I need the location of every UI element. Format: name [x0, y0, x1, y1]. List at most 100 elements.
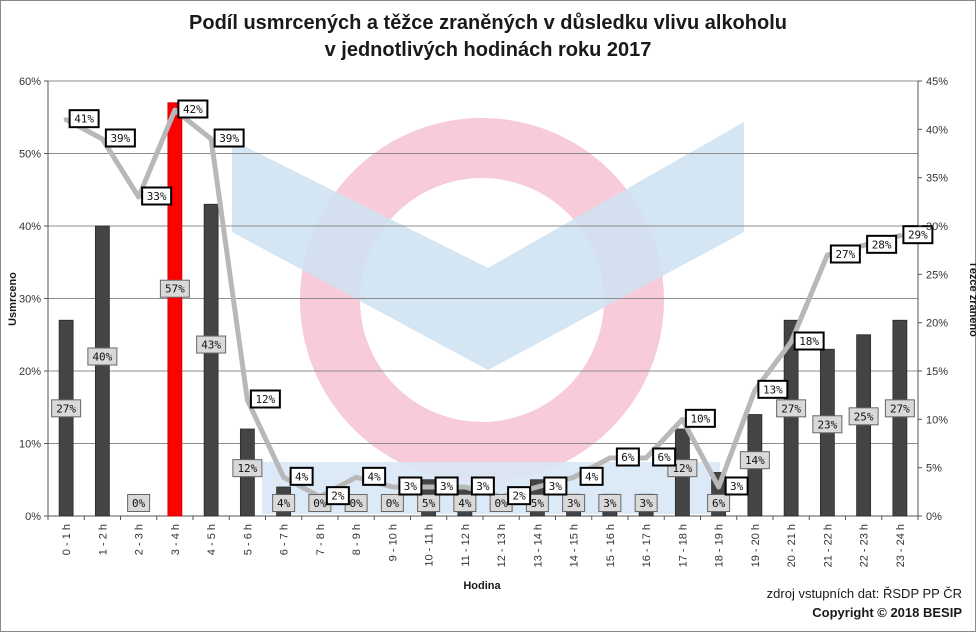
x-tick-label: 10 - 11 h	[424, 524, 436, 567]
bar-label-text: 12%	[237, 462, 257, 475]
line-label-box	[543, 476, 568, 496]
bar-label: 0%	[127, 494, 151, 512]
bar	[856, 334, 872, 517]
line-label-box	[724, 476, 749, 496]
right-axis-ticks: 0% 5% 10% 15% 20% 25% 30% 35% 40% 45%	[918, 76, 948, 523]
line-label-box	[793, 331, 825, 351]
line-label: 27%	[829, 244, 861, 264]
line-point	[681, 418, 683, 420]
line-label-box	[213, 128, 245, 148]
bar	[892, 319, 908, 517]
left-tick-label: 50%	[19, 149, 41, 161]
chart-title-line-1: Podíl usmrcených a těžce zraněných v důs…	[189, 12, 787, 34]
bar-label-box	[812, 415, 843, 434]
line-label-text: 2%	[513, 490, 527, 503]
x-tick-label: 18 - 19 h	[714, 524, 726, 567]
left-tick-label: 40%	[19, 221, 41, 233]
line-label-text: 29%	[908, 229, 928, 242]
bar-label-box	[453, 494, 477, 512]
copyright-note: Copyright © 2018 BESIP	[812, 605, 962, 620]
x-tick-label: 15 - 16 h	[605, 524, 617, 567]
x-tick-label: 12 - 13 h	[496, 524, 508, 567]
line-point	[826, 254, 828, 256]
line-label: 6%	[615, 447, 640, 467]
x-tick-label: 3 - 4 h	[170, 524, 182, 555]
right-tick-label: 25%	[926, 269, 948, 281]
line-point	[210, 138, 212, 140]
line-point	[428, 486, 430, 488]
line-label-box	[902, 225, 934, 245]
bar-label-text: 25%	[854, 410, 874, 423]
bar-label-text: 27%	[56, 402, 76, 415]
bar-label-box	[417, 494, 441, 512]
line-label: 2%	[507, 486, 532, 506]
line-label: 39%	[104, 128, 136, 148]
line-label-text: 33%	[147, 190, 167, 203]
x-tick-label: 23 - 24 h	[895, 524, 907, 567]
bar-label-text: 0%	[495, 497, 509, 510]
line-label: 33%	[141, 186, 173, 206]
line-label: 6%	[652, 447, 677, 467]
left-tick-label: 0%	[25, 511, 41, 523]
bar-label-box	[232, 459, 263, 478]
line-label-text: 27%	[835, 248, 855, 261]
bar-label-box	[562, 494, 586, 512]
line-label-text: 2%	[331, 490, 345, 503]
line-point	[174, 109, 176, 111]
line-label-text: 28%	[872, 238, 892, 251]
line-point	[899, 235, 901, 237]
bar-label-text: 5%	[422, 497, 436, 510]
line-point	[138, 196, 140, 198]
bar-label-text: 3%	[603, 497, 617, 510]
line-point	[645, 457, 647, 459]
bar-label-text: 23%	[817, 418, 837, 431]
bar-label: 57%	[159, 279, 190, 298]
x-tick-label: 21 - 22 h	[822, 524, 834, 567]
line-point	[464, 486, 466, 488]
line-label-box	[104, 128, 136, 148]
line-label: 41%	[68, 109, 100, 129]
x-tick-label: 22 - 23 h	[859, 524, 871, 567]
line-label-box	[141, 186, 173, 206]
right-tick-label: 45%	[926, 76, 948, 88]
left-tick-label: 20%	[19, 366, 41, 378]
bar-label-box	[159, 279, 190, 298]
line-label-box	[866, 234, 898, 254]
line-label: 2%	[325, 486, 350, 506]
line-label: 29%	[902, 225, 934, 245]
bar-label-text: 4%	[458, 497, 472, 510]
bar-label: 40%	[87, 347, 118, 366]
bar-label: 23%	[812, 415, 843, 434]
line-point	[65, 119, 67, 121]
bar-label: 0%	[380, 494, 404, 512]
x-tick-label: 16 - 17 h	[641, 524, 653, 567]
line-point	[246, 399, 248, 401]
line-label-box	[398, 476, 423, 496]
line-label-box	[757, 379, 789, 399]
bar-label-text: 6%	[712, 497, 726, 510]
left-tick-label: 60%	[19, 76, 41, 88]
line-label: 10%	[684, 408, 716, 428]
line-point	[718, 486, 720, 488]
chart-title: Podíl usmrcených a těžce zraněných v důs…	[0, 10, 976, 64]
right-tick-label: 20%	[926, 318, 948, 330]
line-label: 39%	[213, 128, 245, 148]
x-tick-label: 2 - 3 h	[134, 524, 146, 555]
x-axis-title: Hodina	[463, 580, 501, 592]
line-data-labels: 41% 39% 33% 42% 39% 12% 4% 2% 4% 3% 3% 3% 2% 3% 4% 6% 6%…	[68, 99, 934, 506]
bar-label: 27%	[51, 399, 82, 418]
line-label: 12%	[249, 389, 281, 409]
x-tick-label: 0 - 1 h	[61, 524, 73, 555]
bar	[203, 203, 219, 517]
x-tick-label: 4 - 5 h	[206, 524, 218, 555]
x-tick-label: 17 - 18 h	[677, 524, 689, 567]
bar-label: 27%	[884, 399, 915, 418]
line-label: 13%	[757, 379, 789, 399]
line-label-box	[470, 476, 495, 496]
line-label-text: 42%	[183, 103, 203, 116]
line-label: 3%	[724, 476, 749, 496]
line-label-text: 6%	[658, 451, 672, 464]
bar-label-box	[776, 399, 807, 418]
bar-label: 14%	[739, 451, 770, 470]
bar-label-text: 0%	[132, 497, 146, 510]
